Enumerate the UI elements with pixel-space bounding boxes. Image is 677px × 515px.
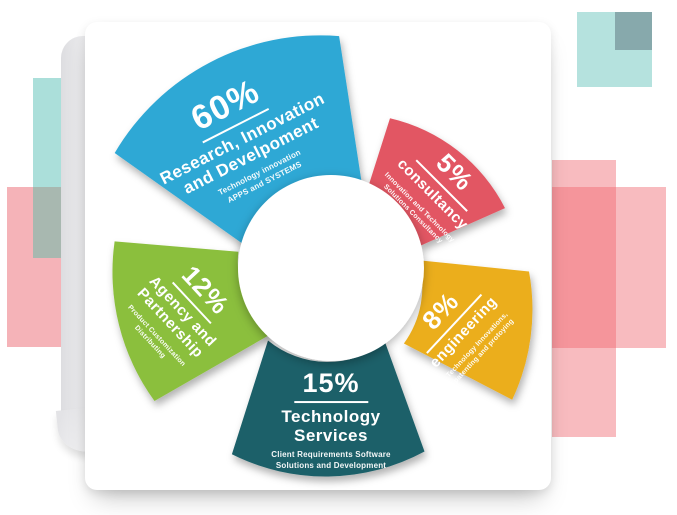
petal-engineering bbox=[403, 260, 533, 400]
decor-square-top-right-dark bbox=[615, 12, 652, 50]
decor-rect-right-pink-wide bbox=[616, 187, 666, 348]
petal-services bbox=[231, 340, 425, 477]
decor-rect-right-overlap bbox=[552, 187, 616, 348]
chart-center-hole bbox=[238, 175, 424, 361]
